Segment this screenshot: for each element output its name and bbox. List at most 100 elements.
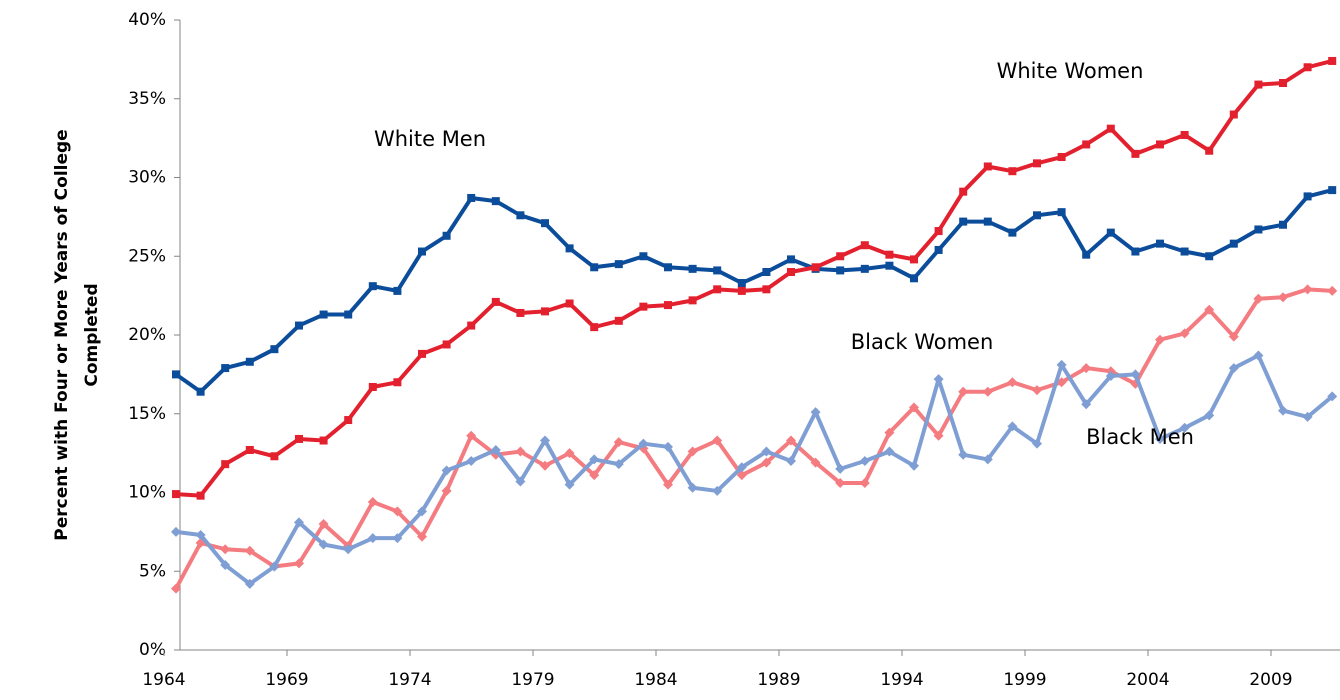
marker xyxy=(319,436,328,445)
y-tick-label: 10% xyxy=(128,483,166,503)
marker xyxy=(933,430,944,441)
marker xyxy=(614,260,623,269)
marker xyxy=(663,441,673,452)
series-label: White Men xyxy=(374,127,486,151)
marker xyxy=(688,296,697,305)
x-tick-label: 1989 xyxy=(757,670,800,690)
marker xyxy=(1130,369,1141,380)
marker xyxy=(1302,284,1313,295)
marker xyxy=(860,241,869,250)
marker xyxy=(786,435,796,446)
marker xyxy=(1007,421,1018,432)
marker xyxy=(1008,167,1017,176)
marker xyxy=(245,445,254,454)
marker xyxy=(1081,399,1092,410)
marker xyxy=(368,382,377,391)
marker xyxy=(1254,225,1263,234)
marker xyxy=(418,247,426,256)
marker xyxy=(1180,130,1189,139)
marker xyxy=(172,370,180,379)
marker xyxy=(344,310,353,319)
marker xyxy=(1106,228,1115,237)
marker xyxy=(1032,438,1042,449)
marker xyxy=(1253,293,1264,304)
marker xyxy=(1228,331,1239,342)
x-tick-label: 2004 xyxy=(1126,670,1169,690)
marker xyxy=(1081,363,1092,374)
marker xyxy=(1303,63,1312,72)
marker xyxy=(884,427,895,438)
marker xyxy=(491,197,500,206)
x-tick-label: 1984 xyxy=(634,670,677,690)
x-tick-label: 1969 xyxy=(265,670,308,690)
marker xyxy=(1105,370,1116,381)
marker xyxy=(270,345,279,354)
marker xyxy=(515,446,526,457)
marker xyxy=(982,386,993,397)
marker xyxy=(442,340,451,349)
marker xyxy=(343,544,354,555)
marker xyxy=(959,217,968,226)
marker xyxy=(418,349,426,358)
marker xyxy=(910,255,918,264)
marker xyxy=(982,454,993,465)
y-tick-label: 5% xyxy=(139,561,166,581)
marker xyxy=(541,219,549,228)
marker xyxy=(736,462,747,473)
marker xyxy=(1205,252,1214,261)
y-tick-label: 15% xyxy=(128,404,166,424)
marker xyxy=(466,456,477,466)
marker xyxy=(294,558,304,569)
marker xyxy=(367,533,378,544)
marker xyxy=(195,530,206,541)
marker xyxy=(392,533,403,544)
marker xyxy=(664,301,672,310)
marker xyxy=(614,316,623,325)
marker xyxy=(1056,377,1067,388)
series-line xyxy=(174,188,1333,394)
marker xyxy=(1180,247,1189,256)
marker xyxy=(467,321,476,330)
marker xyxy=(589,454,600,465)
marker xyxy=(638,438,649,449)
marker xyxy=(1279,79,1287,87)
marker xyxy=(884,446,895,457)
marker xyxy=(1131,247,1140,256)
marker xyxy=(1253,350,1264,361)
marker xyxy=(1033,211,1041,220)
marker xyxy=(688,264,697,273)
y-tick-label: 25% xyxy=(128,246,166,266)
marker xyxy=(613,459,624,470)
x-tick-label: 1964 xyxy=(142,670,185,690)
marker xyxy=(244,545,255,556)
marker xyxy=(1082,250,1091,259)
marker xyxy=(590,263,599,272)
marker xyxy=(245,357,254,366)
marker xyxy=(639,302,648,311)
marker xyxy=(859,456,870,466)
marker xyxy=(786,456,796,466)
marker xyxy=(244,578,255,589)
marker xyxy=(1204,410,1215,421)
x-tick-label: 1994 xyxy=(880,670,923,690)
marker xyxy=(639,252,648,261)
x-tick-label: 1999 xyxy=(1003,670,1046,690)
marker xyxy=(1156,239,1164,248)
marker xyxy=(1056,359,1067,370)
marker xyxy=(540,435,550,446)
y-tick-label: 35% xyxy=(128,89,166,109)
marker xyxy=(1156,140,1164,149)
x-tick-label: 1974 xyxy=(388,670,431,690)
marker xyxy=(958,386,969,397)
marker xyxy=(318,539,329,550)
marker xyxy=(910,274,918,283)
marker xyxy=(1302,411,1313,422)
marker xyxy=(885,261,894,270)
marker xyxy=(1033,159,1041,168)
marker xyxy=(319,310,328,319)
y-tick-label: 0% xyxy=(139,640,166,660)
marker xyxy=(540,460,550,471)
marker xyxy=(171,526,181,537)
